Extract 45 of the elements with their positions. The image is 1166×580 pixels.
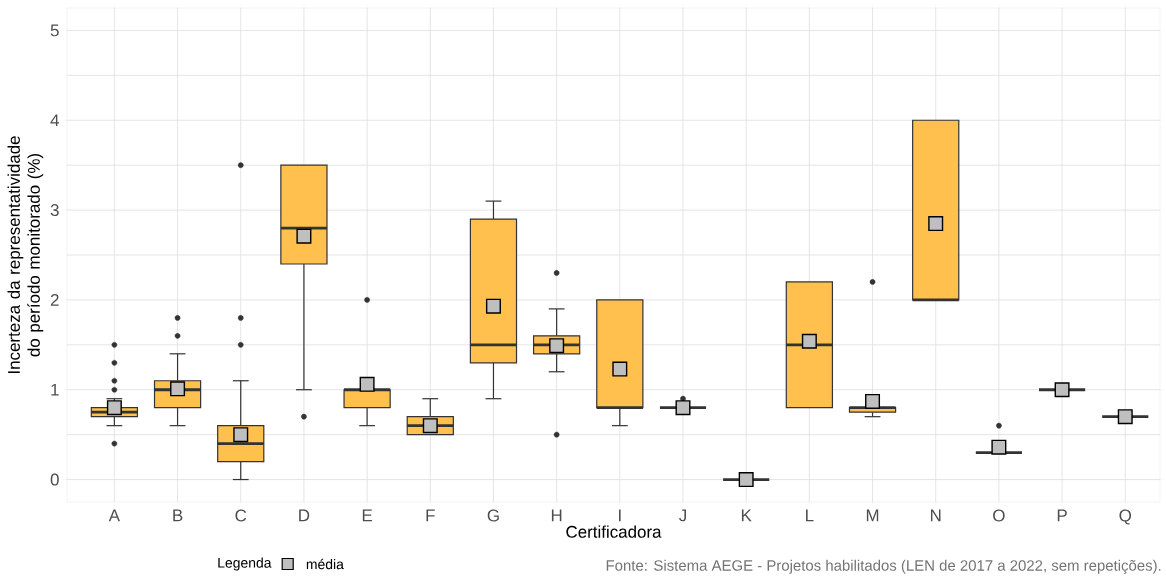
legend-title: Legenda	[218, 557, 272, 571]
point	[1117, 409, 1133, 425]
point	[1054, 382, 1070, 398]
x-tick-label: J	[679, 509, 686, 522]
x-tick-label: O	[993, 509, 1005, 522]
point	[928, 216, 944, 232]
point	[612, 361, 628, 377]
point	[675, 400, 691, 416]
point	[801, 333, 817, 349]
x-tick-label: K	[741, 509, 752, 522]
x-tick-label: F	[426, 509, 435, 522]
x-tick-label: L	[806, 509, 814, 522]
point	[106, 400, 122, 416]
x-tick-label: M	[866, 509, 879, 522]
x-tick-label: C	[235, 509, 247, 522]
y-tick-label: 0	[50, 473, 59, 486]
point	[865, 393, 881, 409]
x-tick-label: B	[173, 509, 183, 522]
point	[422, 418, 438, 434]
point	[991, 439, 1007, 455]
x-tick-label: N	[930, 509, 941, 522]
y-axis-title: Incerteza da representatividade do período monitorado (%)	[7, 136, 44, 374]
x-tick-label: E	[362, 509, 373, 522]
y-tick-label: 2	[50, 293, 59, 306]
x-tick-label: P	[1057, 509, 1067, 522]
source-note: Fonte: Sistema AEGE - Projetos habilitados (LEN de 2017 a 2022, sem repetições).	[606, 559, 1161, 574]
x-tick-label: A	[108, 509, 120, 522]
point	[359, 376, 375, 392]
y-tick-label: 1	[51, 383, 59, 396]
point	[233, 427, 249, 443]
y-tick-label: 5	[50, 24, 59, 37]
x-tick-label: I	[619, 509, 621, 522]
x-tick-label: G	[487, 509, 499, 522]
point	[485, 298, 501, 314]
x-tick-label: Q	[1119, 509, 1132, 525]
x-tick-label: D	[299, 509, 310, 522]
y-tick-label: 4	[50, 114, 59, 127]
x-tick-label: H	[551, 509, 562, 522]
point	[296, 228, 312, 244]
x-axis-title: Certificadora	[566, 525, 662, 538]
point	[170, 381, 186, 397]
point	[738, 472, 754, 488]
legend-label: média	[306, 558, 344, 570]
point	[549, 338, 565, 354]
y-tick-label: 3	[50, 204, 59, 217]
